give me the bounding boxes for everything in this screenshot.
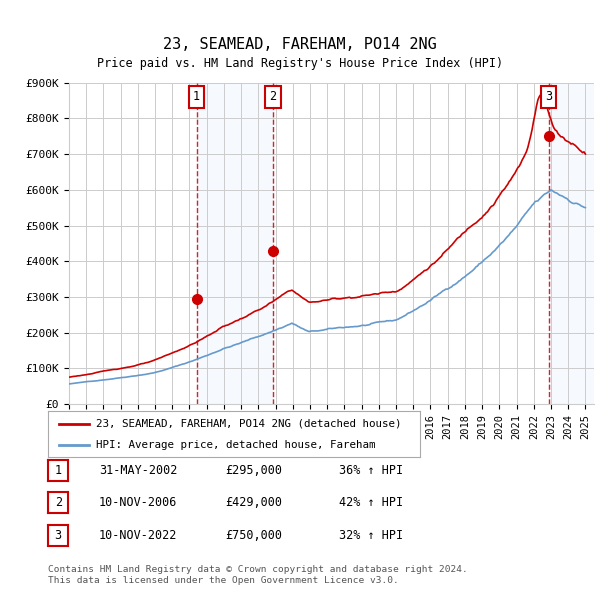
Text: 10-NOV-2022: 10-NOV-2022 — [99, 529, 178, 542]
Text: 10-NOV-2006: 10-NOV-2006 — [99, 496, 178, 509]
Bar — [548, 83, 594, 404]
Text: £750,000: £750,000 — [225, 529, 282, 542]
Text: This data is licensed under the Open Government Licence v3.0.: This data is licensed under the Open Gov… — [48, 576, 399, 585]
Text: £429,000: £429,000 — [225, 496, 282, 509]
Text: HPI: Average price, detached house, Fareham: HPI: Average price, detached house, Fare… — [97, 440, 376, 450]
Text: 42% ↑ HPI: 42% ↑ HPI — [339, 496, 403, 509]
Text: £295,000: £295,000 — [225, 464, 282, 477]
Text: 1: 1 — [55, 464, 62, 477]
Text: 23, SEAMEAD, FAREHAM, PO14 2NG: 23, SEAMEAD, FAREHAM, PO14 2NG — [163, 37, 437, 52]
Text: 31-MAY-2002: 31-MAY-2002 — [99, 464, 178, 477]
Text: 23, SEAMEAD, FAREHAM, PO14 2NG (detached house): 23, SEAMEAD, FAREHAM, PO14 2NG (detached… — [97, 419, 402, 429]
Text: Price paid vs. HM Land Registry's House Price Index (HPI): Price paid vs. HM Land Registry's House … — [97, 57, 503, 70]
Text: 3: 3 — [545, 90, 552, 103]
Text: 2: 2 — [55, 496, 62, 509]
Text: 2: 2 — [269, 90, 277, 103]
Bar — [197, 83, 273, 404]
Text: 36% ↑ HPI: 36% ↑ HPI — [339, 464, 403, 477]
Text: 1: 1 — [193, 90, 200, 103]
Text: 32% ↑ HPI: 32% ↑ HPI — [339, 529, 403, 542]
Text: 3: 3 — [55, 529, 62, 542]
Text: Contains HM Land Registry data © Crown copyright and database right 2024.: Contains HM Land Registry data © Crown c… — [48, 565, 468, 574]
